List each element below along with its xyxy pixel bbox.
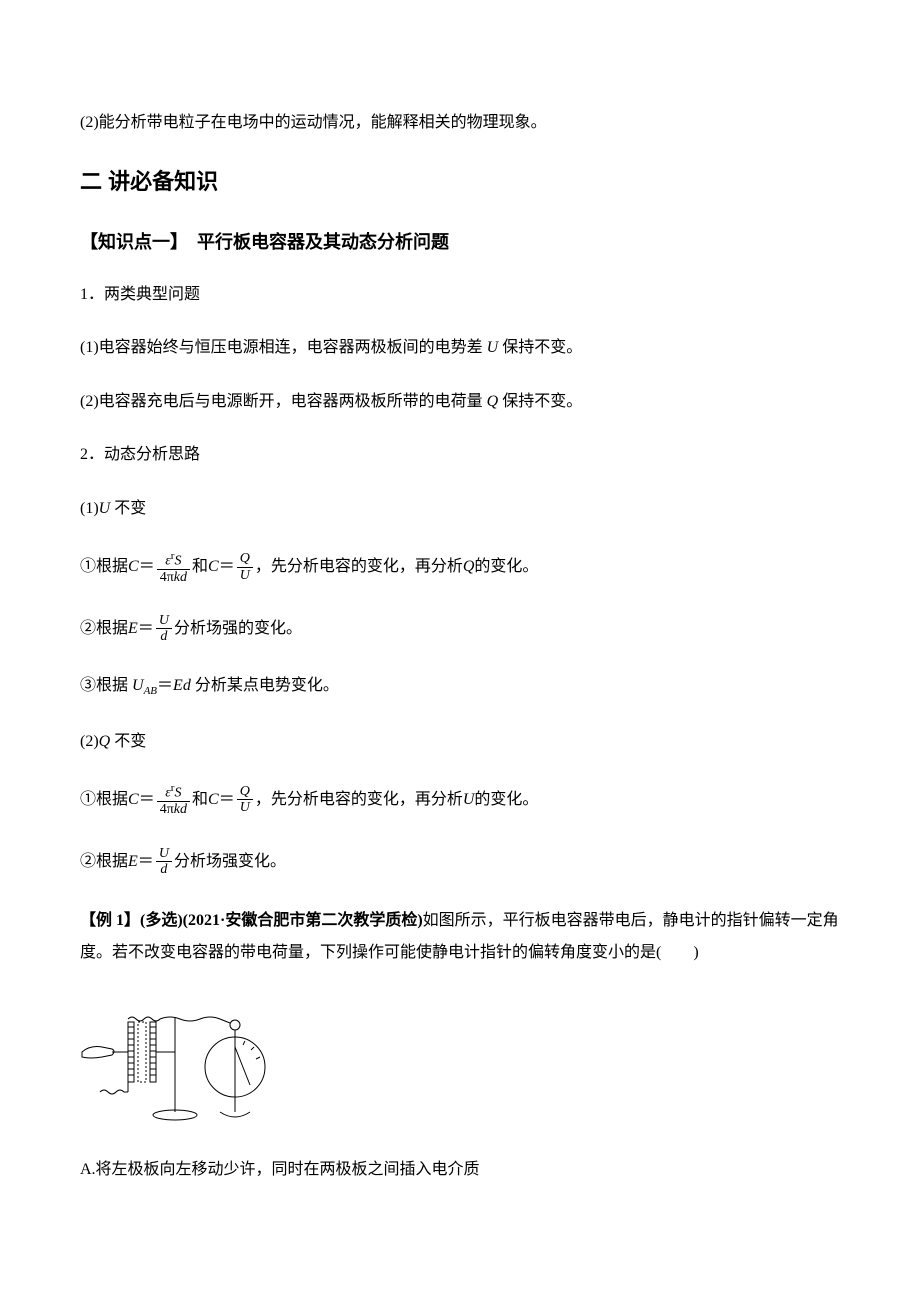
fraction: εrS 4πkd	[157, 550, 190, 585]
case1-line3: ③根据 UAB＝Ed 分析某点电势变化。	[80, 673, 840, 701]
capacitor-electroscope-diagram	[80, 997, 840, 1127]
text: 保持不变。	[498, 339, 582, 356]
const: 4π	[160, 570, 174, 585]
case-2-head: (2)Q 不变	[80, 729, 840, 755]
denominator: 4πkd	[157, 802, 190, 817]
fraction: Q U	[237, 551, 253, 583]
example-paragraph: 【例 1】(多选)(2021·安徽合肥市第二次教学质检)如图所示，平行板电容器带…	[80, 905, 840, 969]
var: E	[128, 849, 138, 875]
var: S	[174, 786, 181, 801]
var: E	[128, 616, 138, 642]
case1-line1: ①根据 C＝ εrS 4πkd 和 C＝ Q U ，先分析电容的变化，再分析 Q…	[80, 550, 840, 585]
text: 保持不变。	[498, 393, 582, 410]
const: 4π	[160, 802, 174, 817]
text: ①根据	[80, 787, 128, 813]
eq: ＝	[139, 554, 155, 580]
text: 分析某点电势变化。	[191, 677, 339, 694]
text: ①根据	[80, 554, 128, 580]
var: d	[180, 802, 187, 817]
var: C	[128, 554, 139, 580]
section-heading: 二 讲必备知识	[80, 164, 840, 196]
subsection-2-title: 2．动态分析思路	[80, 442, 840, 468]
numerator: εrS	[157, 550, 190, 570]
text: ，先分析电容的变化，再分析	[255, 554, 463, 580]
case2-line2: ②根据 E＝ U d 分析场强变化。	[80, 846, 840, 878]
numerator: εrS	[157, 782, 190, 802]
eq: ＝	[138, 616, 154, 642]
variable-Q: Q	[99, 733, 111, 750]
case2-line1: ①根据 C＝ εrS 4πkd 和 C＝ Q U ，先分析电容的变化，再分析 U…	[80, 782, 840, 817]
text: 分析场强变化。	[174, 849, 286, 875]
option-A: A.将左极板向左移动少许，同时在两极板之间插入电介质	[80, 1157, 840, 1183]
var: C	[128, 787, 139, 813]
formula-E: E＝ U d	[128, 613, 174, 645]
variable-U: U	[487, 339, 499, 356]
variable-U: U	[463, 787, 475, 813]
fraction: U d	[156, 613, 172, 645]
var: C	[208, 554, 219, 580]
text: (1)电容器始终与恒压电源相连，电容器两极板间的电势差	[80, 339, 487, 356]
fraction: Q U	[237, 784, 253, 816]
variable-Q: Q	[487, 393, 499, 410]
eq: ＝	[138, 849, 154, 875]
text: 不变	[110, 733, 146, 750]
denominator: d	[156, 862, 172, 877]
example-label: 【例 1】(多选)(2021·安徽合肥市第二次教学质检)	[80, 912, 423, 929]
topic-heading: 【知识点一】 平行板电容器及其动态分析问题	[80, 228, 840, 254]
numerator: Q	[237, 551, 253, 567]
numerator: U	[156, 846, 172, 862]
denominator: 4πkd	[157, 570, 190, 585]
var: d	[180, 570, 187, 585]
text: 和	[192, 554, 208, 580]
text: 的变化。	[474, 787, 538, 813]
eq: ＝	[157, 677, 173, 694]
formula-E: E＝ U d	[128, 846, 174, 878]
var: S	[174, 553, 181, 568]
fraction: U d	[156, 846, 172, 878]
numerator: U	[156, 613, 172, 629]
case-1-head: (1)U 不变	[80, 496, 840, 522]
numerator: Q	[237, 784, 253, 800]
text: 分析场强的变化。	[174, 616, 302, 642]
text: (1)	[80, 500, 99, 517]
formula-C: C＝ εrS 4πkd	[128, 782, 192, 817]
fraction: εrS 4πkd	[157, 782, 190, 817]
text: 和	[192, 787, 208, 813]
text: (2)电容器充电后与电源断开，电容器两极板所带的电荷量	[80, 393, 487, 410]
text: (2)	[80, 733, 99, 750]
denominator: d	[156, 629, 172, 644]
sec1-item2: (2)电容器充电后与电源断开，电容器两极板所带的电荷量 Q 保持不变。	[80, 389, 840, 415]
text: ②根据	[80, 616, 128, 642]
subsection-1-title: 1．两类典型问题	[80, 282, 840, 308]
subscript: AB	[144, 685, 157, 697]
var: U	[132, 677, 144, 694]
denominator: U	[237, 568, 253, 583]
eq: ＝	[219, 554, 235, 580]
sec1-item1: (1)电容器始终与恒压电源相连，电容器两极板间的电势差 U 保持不变。	[80, 335, 840, 361]
text: ③根据	[80, 677, 132, 694]
denominator: U	[237, 800, 253, 815]
variable-Q: Q	[463, 554, 475, 580]
formula-C2: C＝ Q U	[208, 551, 255, 583]
text: ，先分析电容的变化，再分析	[255, 787, 463, 813]
formula-C: C＝ εrS 4πkd	[128, 550, 192, 585]
var: Ed	[173, 677, 191, 694]
formula-C2: C＝ Q U	[208, 784, 255, 816]
text: ②根据	[80, 849, 128, 875]
eq: ＝	[219, 787, 235, 813]
intro-paragraph: (2)能分析带电粒子在电场中的运动情况，能解释相关的物理现象。	[80, 110, 840, 136]
var: C	[208, 787, 219, 813]
text: 不变	[110, 500, 146, 517]
variable-U: U	[99, 500, 111, 517]
text: 的变化。	[474, 554, 538, 580]
eq: ＝	[139, 787, 155, 813]
case1-line2: ②根据 E＝ U d 分析场强的变化。	[80, 613, 840, 645]
